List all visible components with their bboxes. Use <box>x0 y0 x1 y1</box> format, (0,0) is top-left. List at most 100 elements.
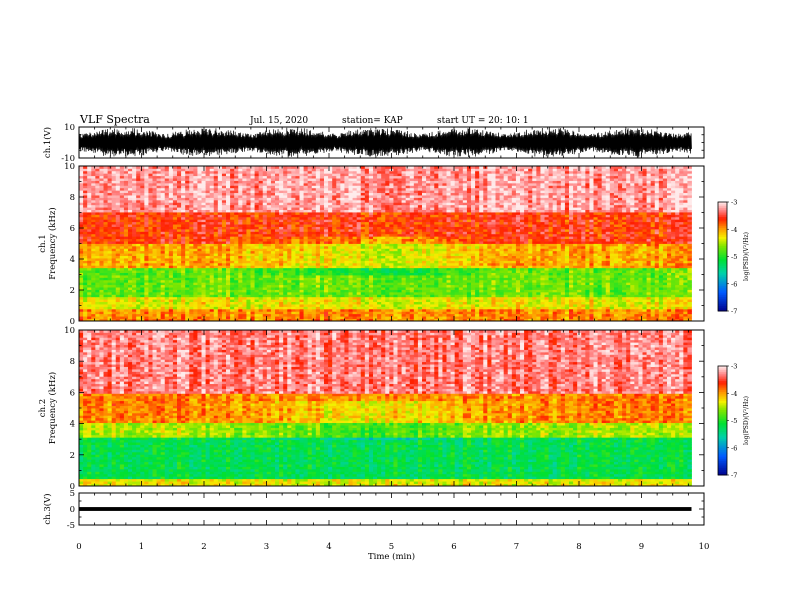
spectrogram-cell <box>324 248 329 252</box>
spectrogram-cell <box>258 299 264 303</box>
spectrogram-cell <box>352 241 358 244</box>
spectrogram-cell <box>626 248 631 252</box>
spectrogram-cell <box>287 260 292 264</box>
spectrogram-cell <box>283 241 288 244</box>
spectrogram-cell <box>172 289 178 293</box>
spectrogram-cell <box>601 318 607 322</box>
spectrogram-cell <box>687 270 692 273</box>
spectrogram-cell <box>667 318 672 322</box>
spectrogram-cell <box>201 277 206 281</box>
spectrogram-cell <box>466 282 472 286</box>
spectrogram-cell <box>585 279 590 283</box>
spectrogram-cell <box>193 272 198 276</box>
spectrogram-cell <box>511 267 517 271</box>
spectrogram-cell <box>234 272 239 276</box>
spectrogram-cell <box>303 258 309 261</box>
spectrogram-cell <box>156 267 162 271</box>
spectrogram-cell <box>409 287 415 290</box>
spectrogram-cell <box>458 241 464 244</box>
spectrogram-cell <box>91 250 96 254</box>
spectrogram-cell <box>246 267 251 271</box>
spectrogram-cell <box>238 301 243 305</box>
spectrogram-cell <box>205 308 211 312</box>
spectrogram-cell <box>417 243 423 247</box>
spectrogram-cell <box>230 277 235 281</box>
spectrogram-cell <box>328 260 333 264</box>
spectrogram-cell <box>221 291 227 295</box>
spectrogram-cell <box>687 289 692 293</box>
spectrogram-cell <box>409 304 415 307</box>
spectrogram-cell <box>613 277 619 281</box>
spectrogram-cell <box>442 313 447 317</box>
spectrogram-cell <box>675 277 680 281</box>
spectrogram-cell <box>401 318 407 322</box>
spectrogram-cell <box>377 299 382 303</box>
spectrogram-cell <box>185 304 190 307</box>
spectrogram-cell <box>270 301 276 305</box>
spectrogram-cell <box>197 318 202 322</box>
spectrogram-cell <box>373 301 378 305</box>
spectrogram-cell <box>299 284 304 288</box>
spectrogram-cell <box>83 294 88 298</box>
spectrogram-cell <box>185 301 190 305</box>
spectrogram-cell <box>520 274 525 278</box>
spectrogram-cell <box>344 270 349 273</box>
spectrogram-cell <box>250 291 255 295</box>
spectrogram-cell <box>128 316 133 319</box>
spectrogram-cell <box>128 277 133 281</box>
spectrogram-cell <box>103 270 108 273</box>
spectrogram-cell <box>209 255 215 259</box>
spectrogram-cell <box>319 277 325 281</box>
spectrogram-cell <box>642 304 647 307</box>
spectrogram-cell <box>667 265 672 269</box>
spectrogram-cell <box>613 274 619 278</box>
spectrogram-cell <box>458 301 464 305</box>
spectrogram-cell <box>581 258 586 261</box>
spectrogram-cell <box>454 265 460 269</box>
spectrogram-cell <box>405 262 411 266</box>
spectrogram-cell <box>177 255 182 259</box>
spectrogram-cell <box>499 304 505 307</box>
spectrogram-cell <box>381 311 386 315</box>
spectrogram-cell <box>87 304 92 307</box>
spectrogram-cell <box>544 313 549 317</box>
spectrogram-cell <box>197 262 202 266</box>
spectrogram-cell <box>642 258 647 261</box>
spectrogram-cell <box>605 267 611 271</box>
spectrogram-cell <box>475 265 480 269</box>
spectrogram-cell <box>201 284 206 288</box>
spectrogram-cell <box>279 282 284 286</box>
spectrogram-cell <box>426 270 431 273</box>
spectrogram-cell <box>532 306 537 310</box>
spectrogram-cell <box>373 243 378 247</box>
spectrogram-cell <box>650 282 656 286</box>
spectrogram-cell <box>601 253 607 257</box>
spectrogram-cell <box>164 279 170 283</box>
spectrogram-cell <box>446 284 451 288</box>
spectrogram-cell <box>438 277 443 281</box>
spectrogram-cell <box>83 248 88 252</box>
spectrogram-cell <box>148 250 153 254</box>
spectrogram-cell <box>95 270 100 273</box>
spectrogram-cell <box>364 260 370 264</box>
spectrogram-cell <box>503 245 509 249</box>
spectrogram-cell <box>144 313 149 317</box>
spectrogram-cell <box>577 316 582 319</box>
spectrogram-cell <box>83 304 88 307</box>
spectrogram-cell <box>254 248 260 252</box>
spectrogram-cell <box>450 274 456 278</box>
spectrogram-cell <box>511 245 517 249</box>
spectrogram-cell <box>618 301 623 305</box>
spectrogram-cell <box>601 245 607 249</box>
spectrogram-cell <box>577 306 582 310</box>
spectrogram-cell <box>520 294 525 298</box>
spectrogram-cell <box>352 262 358 266</box>
spectrogram-cell <box>646 253 652 257</box>
spectrogram-cell <box>671 318 676 322</box>
spectrogram-cell <box>197 296 202 300</box>
spectrogram-cell <box>409 272 415 276</box>
spectrogram-cell <box>597 311 603 315</box>
spectrogram-cell <box>250 282 255 286</box>
spectrogram-cell <box>458 250 464 254</box>
spectrogram-cell <box>152 243 157 247</box>
